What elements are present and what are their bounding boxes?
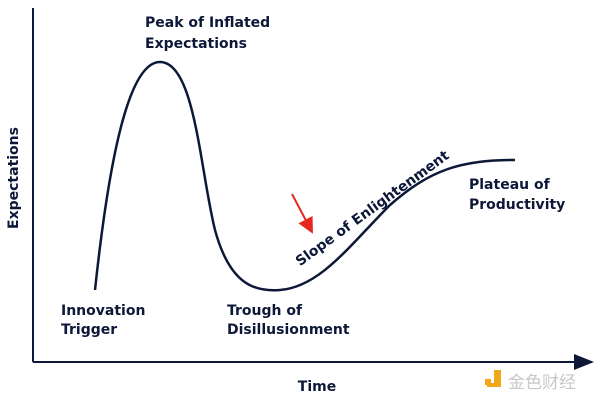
watermark: 金色财经 xyxy=(485,370,576,393)
phase-plateau-of-productivity: Plateau of Productivity xyxy=(469,177,565,213)
phase-trough-of-disillusionment: Trough of Disillusionment xyxy=(227,303,350,338)
red-arrow-icon xyxy=(291,193,313,234)
phase-innovation-trigger: Innovation Trigger xyxy=(61,303,150,338)
hype-curve xyxy=(93,60,516,292)
watermark-logo-icon xyxy=(485,370,501,387)
x-axis-label: Time xyxy=(298,379,336,395)
watermark-text: 金色财经 xyxy=(508,373,576,393)
phase-slope-of-enlightenment: Slope of Enlightenment xyxy=(293,148,453,270)
y-axis-label: Expectations xyxy=(6,127,22,229)
phase-peak-of-inflated-expectations: Peak of Inflated Expectations xyxy=(145,15,275,52)
